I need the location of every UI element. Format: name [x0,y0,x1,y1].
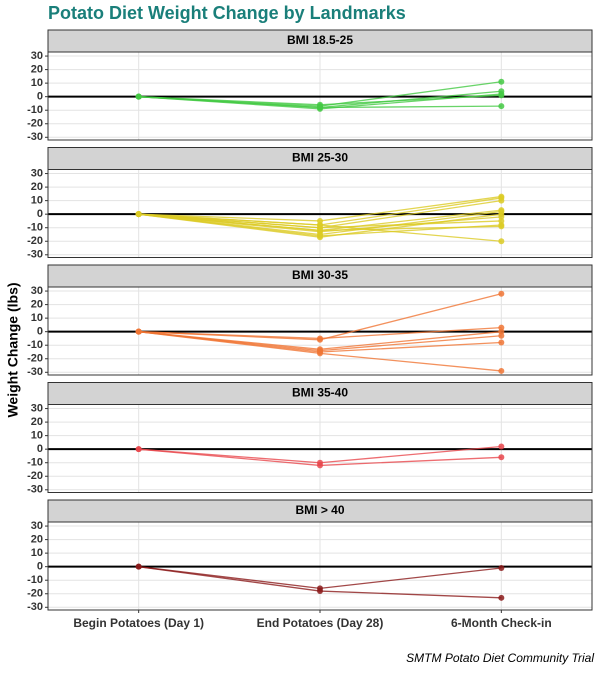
x-tick-label: End Potatoes (Day 28) [257,616,384,630]
plot-border [47,51,593,141]
point [135,211,142,218]
point [498,443,505,450]
point [317,101,323,108]
point [498,367,505,374]
point [498,594,505,601]
y-tick-label: 10 [31,547,43,559]
point [498,332,505,339]
y-tick-label: -30 [27,366,43,378]
y-tick-label: -20 [27,353,43,365]
point [317,222,323,229]
point [135,563,142,570]
point [498,238,505,245]
plot-border [47,286,593,376]
y-tick-label: 0 [37,326,43,338]
y-tick-label: 20 [31,64,43,76]
point [135,446,142,453]
x-tick-label: Begin Potatoes (Day 1) [73,616,204,630]
y-tick-label: 20 [31,181,43,193]
y-tick-label: 30 [31,402,43,414]
y-tick-label: 0 [37,443,43,455]
point [498,223,505,230]
y-tick-label: 20 [31,534,43,546]
y-tick-label: -30 [27,601,43,613]
point [317,588,323,595]
y-tick-label: -10 [27,574,43,586]
point [498,565,505,572]
point [135,93,142,100]
point [317,462,323,469]
facet-title: BMI 35-40 [292,386,348,400]
point [498,339,505,346]
y-tick-label: 0 [37,561,43,573]
y-axis-label: Weight Change (lbs) [5,282,21,417]
y-tick-label: 20 [31,299,43,311]
plot-border [47,521,593,611]
y-tick-label: 10 [31,77,43,89]
plot-border [47,169,593,258]
caption: SMTM Potato Diet Community Trial [406,651,594,665]
point [498,92,505,99]
y-tick-label: 10 [31,312,43,324]
y-tick-label: 10 [31,195,43,207]
y-tick-label: -10 [27,104,43,116]
point [135,328,142,335]
point [498,197,505,204]
point [317,350,323,357]
chart-title: Potato Diet Weight Change by Landmarks [48,3,406,23]
point [317,335,323,342]
y-tick-label: 30 [31,50,43,62]
y-tick-label: 0 [37,208,43,220]
y-tick-label: -20 [27,235,43,247]
point [498,103,505,110]
y-tick-label: 0 [37,91,43,103]
plot-border [47,404,593,493]
y-tick-label: -20 [27,470,43,482]
y-tick-label: 30 [31,285,43,297]
y-tick-label: -10 [27,457,43,469]
point [498,454,505,461]
y-tick-label: -30 [27,249,43,261]
y-tick-label: -10 [27,222,43,234]
facet-title: BMI 30-35 [292,268,348,282]
y-tick-label: -10 [27,339,43,351]
y-tick-label: 30 [31,520,43,532]
y-tick-label: 20 [31,416,43,428]
y-tick-label: -30 [27,484,43,496]
y-tick-label: -20 [27,588,43,600]
facet-title: BMI 18.5-25 [287,33,353,47]
point [498,290,505,297]
y-tick-label: 10 [31,430,43,442]
point [317,227,323,234]
y-tick-label: -20 [27,118,43,130]
x-tick-label: 6-Month Check-in [451,616,552,630]
facet-title: BMI > 40 [295,503,344,517]
point [317,232,323,239]
point [498,78,505,85]
facet-title: BMI 25-30 [292,151,348,165]
y-tick-label: -30 [27,131,43,143]
y-tick-label: 30 [31,167,43,179]
